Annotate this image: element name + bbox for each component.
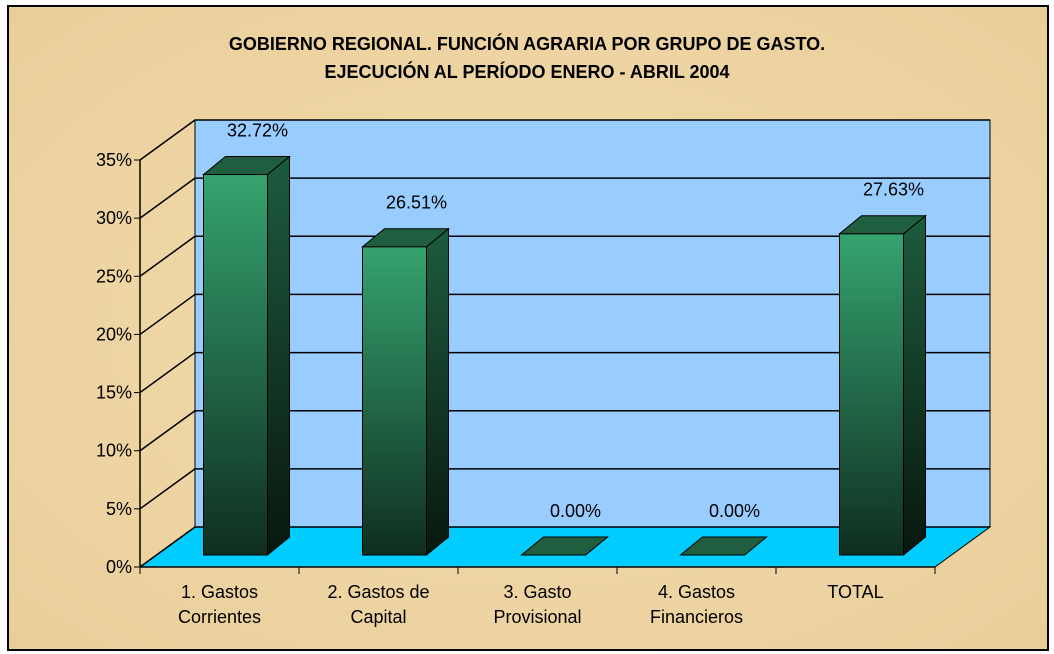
bar — [838, 214, 927, 557]
side-grid-line — [139, 468, 196, 510]
bar-front — [362, 246, 427, 556]
side-grid-line — [139, 177, 196, 219]
data-label: 0.00% — [550, 501, 601, 521]
side-grid-line — [139, 410, 196, 452]
side-grid-line — [139, 235, 196, 277]
y-tick-label: 35% — [96, 150, 132, 170]
y-tick-label: 20% — [96, 324, 132, 344]
bar — [679, 536, 768, 556]
y-tick-label: 15% — [96, 383, 132, 403]
bar-top — [679, 536, 768, 556]
y-tick-label: 30% — [96, 208, 132, 228]
side-grid-line — [139, 526, 196, 568]
bar-side — [267, 155, 290, 557]
side-grid-line — [139, 119, 196, 161]
bar-front — [839, 233, 904, 556]
side-grid-line — [139, 293, 196, 336]
bar-top — [361, 228, 450, 248]
y-tick-label: 25% — [96, 266, 132, 286]
data-label: 27.63% — [863, 180, 924, 200]
bar-front — [203, 174, 268, 556]
x-tick-label: 4. Gastos Financieros — [650, 582, 743, 627]
x-tick-label: 1. Gastos Corrientes — [178, 582, 261, 627]
bar-top — [838, 215, 927, 235]
bar — [202, 155, 291, 557]
bar-top — [202, 156, 291, 176]
y-tick-label: 5% — [106, 499, 132, 519]
data-label: 0.00% — [709, 501, 760, 521]
bar — [361, 227, 450, 557]
data-label: 26.51% — [386, 193, 447, 213]
bar-side — [426, 227, 449, 557]
x-tick-label: TOTAL — [827, 582, 883, 602]
chart-title: GOBIERNO REGIONAL. FUNCIÓN AGRARIA POR G… — [229, 33, 825, 82]
bar-side — [903, 214, 926, 557]
y-tick-label: 0% — [106, 557, 132, 577]
side-grid-line — [139, 351, 196, 394]
x-tick-label: 2. Gastos de Capital — [327, 582, 429, 627]
bar-top — [520, 536, 609, 556]
data-label: 32.72% — [227, 121, 288, 141]
y-tick-label: 10% — [96, 441, 132, 461]
x-tick-label: 3. Gasto Provisional — [493, 582, 581, 627]
bar — [520, 536, 609, 556]
